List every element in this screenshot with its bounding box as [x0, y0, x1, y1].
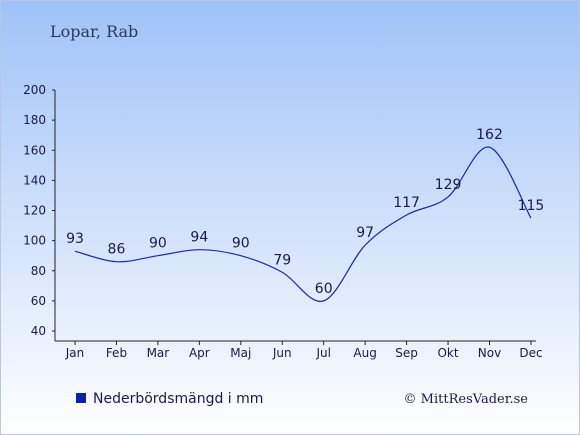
- data-label: 60: [315, 281, 333, 297]
- y-tick-label: 100: [23, 234, 46, 248]
- data-labels-group: 93 86 90 94 90 79 60 97 117 129 162 115: [66, 127, 544, 297]
- x-tick-label: Maj: [230, 346, 251, 360]
- y-tick-label: 60: [31, 294, 46, 308]
- legend-swatch: [76, 393, 86, 403]
- y-tick-label: 160: [23, 143, 46, 157]
- data-label: 162: [476, 127, 503, 143]
- x-tick-label: Mar: [147, 346, 170, 360]
- series-line-group: [74, 146, 532, 302]
- location-title: Lopar, Rab: [50, 22, 138, 41]
- data-label: 79: [273, 252, 291, 268]
- axes: 40 60 80 100 120 140 160 180 200 Jan Feb Mar Apr Maj J…: [23, 83, 542, 360]
- data-label: 97: [356, 225, 374, 241]
- data-label: 93: [66, 231, 84, 247]
- series-line-precipitation: [74, 146, 532, 302]
- y-tick-label: 120: [23, 204, 46, 218]
- y-tick-label: 80: [31, 264, 46, 278]
- data-label: 90: [232, 236, 250, 252]
- x-tick-label: Sep: [395, 346, 418, 360]
- x-tick-label: Okt: [437, 346, 458, 360]
- y-tick-label: 180: [23, 113, 46, 127]
- y-tick-label: 140: [23, 173, 46, 187]
- x-tick-label: Apr: [189, 346, 210, 360]
- copyright-text: © MittResVader.se: [404, 392, 529, 407]
- data-label: 117: [393, 195, 420, 211]
- x-tick-label: Dec: [519, 346, 542, 360]
- x-tick-label: Feb: [106, 346, 127, 360]
- y-tick-label: 200: [23, 83, 46, 97]
- legend-label: Nederbördsmängd i mm: [93, 391, 263, 407]
- data-label: 86: [108, 242, 126, 258]
- y-tick-label: 40: [31, 324, 46, 338]
- x-tick-label: Jan: [65, 346, 85, 360]
- data-label: 94: [190, 230, 208, 246]
- x-tick-label: Nov: [478, 346, 501, 360]
- x-tick-label: Aug: [353, 346, 376, 360]
- data-label: 129: [435, 177, 462, 193]
- data-label: 115: [518, 198, 545, 214]
- x-tick-label: Jul: [315, 346, 330, 360]
- x-tick-label: Jun: [272, 346, 292, 360]
- data-label: 90: [149, 236, 167, 252]
